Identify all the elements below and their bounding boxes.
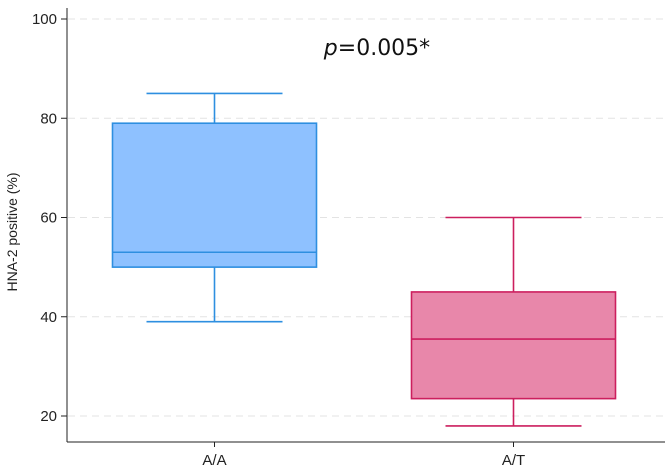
y-tick-label-20: 20 <box>40 408 57 425</box>
p-value-symbol: p <box>323 36 338 61</box>
y-tick-label-60: 60 <box>40 210 57 227</box>
p-value-text: =0.005* <box>338 36 430 61</box>
box-group-at <box>410 216 617 427</box>
iqr-box <box>410 291 617 400</box>
y-axis-ticks: 20 40 60 80 100 <box>32 11 67 425</box>
box-groups <box>111 92 617 427</box>
y-tick-label-40: 40 <box>40 309 57 326</box>
x-tick-label-at: A/T <box>502 452 525 466</box>
y-tick-label-80: 80 <box>40 110 57 127</box>
x-tick-label-aa: A/A <box>202 452 226 466</box>
box-group-aa <box>111 92 318 323</box>
y-tick-label-100: 100 <box>32 11 57 28</box>
y-axis-title: HNA-2 positive (%) <box>4 172 20 291</box>
iqr-box <box>111 122 318 268</box>
p-value-annotation: p=0.005* <box>323 36 430 61</box>
x-axis-ticks: A/A A/T <box>202 442 525 466</box>
